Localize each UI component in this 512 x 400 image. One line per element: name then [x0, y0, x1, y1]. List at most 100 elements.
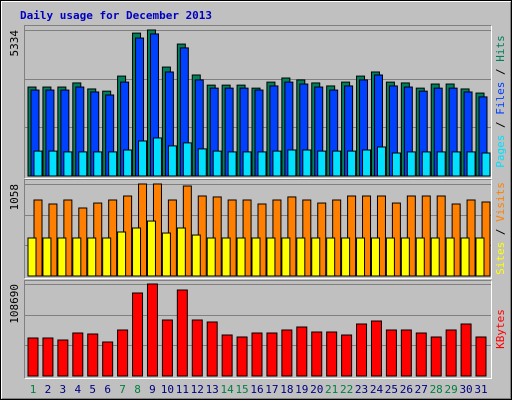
bar — [302, 149, 312, 177]
x-tick-label: 11 — [176, 383, 189, 396]
x-tick-label: 6 — [104, 383, 111, 396]
x-tick-label: 31 — [474, 383, 487, 396]
x-tick-label: 23 — [355, 383, 368, 396]
x-tick-label: 24 — [370, 383, 384, 396]
bar — [152, 137, 162, 177]
x-tick-label: 10 — [161, 383, 174, 396]
bar — [281, 237, 291, 277]
y-tick-label: 108690 — [8, 284, 21, 324]
x-tick-label: 25 — [385, 383, 398, 396]
x-tick-label: 14 — [221, 383, 235, 396]
bar — [451, 151, 461, 177]
bar — [385, 237, 395, 277]
x-tick-label: 20 — [310, 383, 323, 396]
bar — [430, 237, 440, 277]
legend-entry: Files — [494, 82, 507, 115]
bar — [445, 237, 455, 277]
bar — [33, 150, 43, 177]
x-tick-label: 5 — [89, 383, 96, 396]
bar — [72, 237, 82, 277]
bar — [466, 151, 476, 177]
bar — [221, 237, 231, 277]
bar — [57, 237, 67, 277]
bar — [132, 227, 142, 277]
bar — [78, 151, 88, 177]
bar — [430, 336, 442, 377]
bar — [206, 237, 216, 277]
panel-bevel — [24, 179, 492, 279]
bar — [42, 337, 54, 377]
legend: KBytes — [494, 309, 507, 349]
x-tick-label: 21 — [325, 383, 338, 396]
chart-title: Daily usage for December 2013 — [20, 9, 212, 22]
bar — [326, 331, 338, 377]
bar — [138, 140, 148, 177]
bar — [236, 237, 246, 277]
x-tick-label: 9 — [149, 383, 156, 396]
bar — [311, 331, 323, 377]
bar — [356, 323, 368, 377]
x-tick-label: 27 — [415, 383, 428, 396]
bar — [117, 329, 129, 377]
bar — [102, 237, 112, 277]
bar — [406, 151, 416, 177]
y-tick-label: 5334 — [8, 30, 21, 57]
bar — [370, 320, 382, 377]
bar — [161, 319, 173, 377]
bar — [356, 237, 366, 277]
x-tick-label: 15 — [235, 383, 248, 396]
bar — [212, 150, 222, 177]
bar — [326, 237, 336, 277]
bar — [167, 145, 177, 177]
bar — [421, 151, 431, 177]
bar — [257, 151, 267, 177]
bar — [161, 232, 171, 277]
bar — [391, 152, 401, 177]
x-tick-label: 18 — [280, 383, 293, 396]
bar — [347, 195, 357, 277]
bar — [376, 146, 386, 177]
bar — [296, 237, 306, 277]
x-tick-label: 12 — [191, 383, 204, 396]
bar — [27, 337, 39, 377]
bar — [221, 334, 233, 377]
bar — [197, 148, 207, 177]
legend-entry: Sites — [494, 242, 507, 275]
bar — [347, 150, 357, 177]
bar — [236, 336, 248, 377]
bar — [287, 149, 297, 177]
legend: Pages / Files / Hits — [494, 35, 507, 168]
legend-separator: / — [494, 222, 507, 242]
x-tick-label: 7 — [119, 383, 126, 396]
x-tick-label: 1 — [30, 383, 37, 396]
bar — [436, 151, 446, 177]
bar — [341, 237, 351, 277]
bar — [475, 336, 487, 377]
panel-bevel — [24, 280, 492, 379]
bar — [63, 151, 73, 177]
bar — [227, 151, 237, 177]
bar — [481, 152, 491, 177]
legend-entry: Pages — [494, 135, 507, 168]
x-tick-label: 16 — [250, 383, 263, 396]
bar — [102, 341, 114, 377]
bar — [206, 321, 218, 377]
legend-entry: KBytes — [494, 309, 507, 349]
bar — [406, 195, 416, 277]
x-tick-label: 4 — [74, 383, 81, 396]
bar — [191, 234, 201, 277]
bar — [93, 151, 103, 177]
bar — [182, 142, 192, 177]
bar — [421, 195, 431, 277]
x-tick-label: 3 — [60, 383, 67, 396]
bar — [251, 332, 263, 377]
bar — [108, 151, 118, 177]
bar — [87, 333, 99, 377]
bar — [176, 227, 186, 277]
x-tick-label: 13 — [206, 383, 219, 396]
bar — [191, 319, 203, 377]
bar — [400, 237, 410, 277]
bar — [362, 149, 372, 177]
